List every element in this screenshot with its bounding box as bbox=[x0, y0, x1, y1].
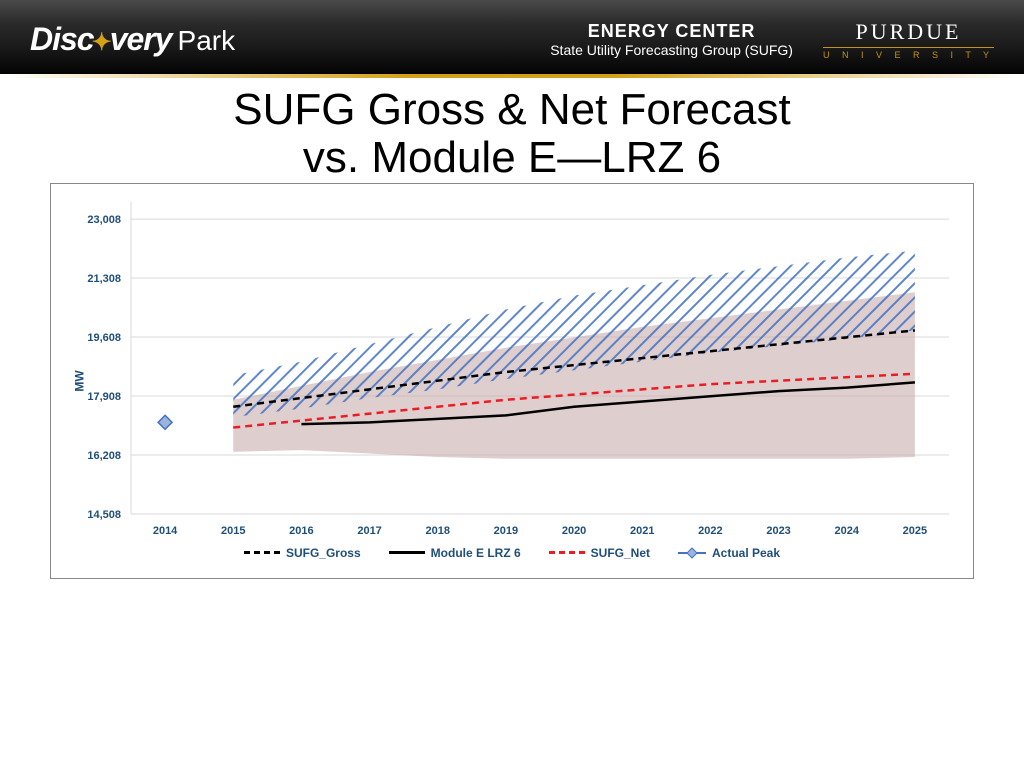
legend-label-net: SUFG_Net bbox=[591, 546, 650, 560]
gold-strip bbox=[0, 74, 1024, 78]
purdue-logo: PURDUE U N I V E R S I T Y bbox=[823, 19, 994, 60]
purdue-university-text: U N I V E R S I T Y bbox=[823, 47, 994, 60]
svg-text:2020: 2020 bbox=[562, 525, 586, 537]
logo-text-disc: Disc bbox=[30, 21, 94, 58]
forecast-chart: 14,508 16,208 17,908 19,608 21,308 23,008 2014… bbox=[51, 184, 973, 542]
y-axis-label: MW bbox=[73, 370, 87, 391]
energy-center-subtitle: State Utility Forecasting Group (SUFG) bbox=[550, 42, 793, 58]
logo-text-park: Park bbox=[178, 25, 236, 57]
svg-text:2024: 2024 bbox=[835, 525, 860, 537]
svg-text:2019: 2019 bbox=[494, 525, 518, 537]
legend-sufg-gross: SUFG_Gross bbox=[244, 546, 361, 560]
svg-text:2014: 2014 bbox=[153, 525, 178, 537]
svg-text:2025: 2025 bbox=[903, 525, 927, 537]
legend-label-module-e: Module E LRZ 6 bbox=[431, 546, 521, 560]
title-line-2: vs. Module E—LRZ 6 bbox=[303, 133, 721, 182]
logo-text-very: very bbox=[110, 21, 172, 58]
energy-center-title: ENERGY CENTER bbox=[550, 21, 793, 42]
legend-label-gross: SUFG_Gross bbox=[286, 546, 361, 560]
svg-text:2018: 2018 bbox=[426, 525, 450, 537]
svg-text:2023: 2023 bbox=[766, 525, 790, 537]
svg-text:14,508: 14,508 bbox=[87, 509, 121, 521]
svg-text:17,908: 17,908 bbox=[87, 391, 121, 403]
star-icon: ✦ bbox=[92, 28, 112, 57]
svg-text:2022: 2022 bbox=[698, 525, 722, 537]
svg-text:21,308: 21,308 bbox=[87, 273, 121, 285]
purdue-wordmark: PURDUE bbox=[823, 19, 994, 45]
svg-text:16,208: 16,208 bbox=[87, 450, 121, 462]
discovery-park-logo: Disc ✦ very Park bbox=[30, 21, 235, 58]
legend-actual-peak: Actual Peak bbox=[678, 546, 780, 560]
svg-text:2021: 2021 bbox=[630, 525, 654, 537]
legend-module-e: Module E LRZ 6 bbox=[389, 546, 521, 560]
svg-text:2016: 2016 bbox=[289, 525, 313, 537]
svg-text:2017: 2017 bbox=[357, 525, 381, 537]
energy-center-block: ENERGY CENTER State Utility Forecasting … bbox=[550, 21, 793, 58]
svg-text:23,008: 23,008 bbox=[87, 214, 121, 226]
chart-container: MW 14,508 16,208 17,908 19,608 21,308 23,008 2… bbox=[50, 183, 974, 579]
legend-label-actual-peak: Actual Peak bbox=[712, 546, 780, 560]
header-bar: Disc ✦ very Park ENERGY CENTER State Uti… bbox=[0, 0, 1024, 78]
chart-legend: SUFG_Gross Module E LRZ 6 SUFG_Net Actua… bbox=[51, 542, 973, 566]
slide-title: SUFG Gross & Net Forecast vs. Module E—L… bbox=[0, 86, 1024, 183]
title-line-1: SUFG Gross & Net Forecast bbox=[233, 85, 790, 134]
svg-text:2015: 2015 bbox=[221, 525, 245, 537]
legend-sufg-net: SUFG_Net bbox=[549, 546, 650, 560]
svg-text:19,608: 19,608 bbox=[87, 332, 121, 344]
